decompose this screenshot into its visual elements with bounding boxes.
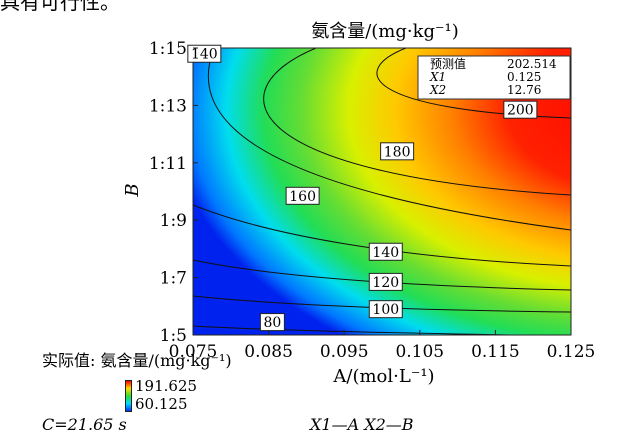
x-tick-label: 0.105 <box>395 342 444 362</box>
y-tick-label: 1:15 <box>149 39 187 59</box>
contour-line-100 <box>193 295 571 313</box>
svg-text:120: 120 <box>372 275 399 291</box>
y-tick-label: 1:7 <box>160 269 187 289</box>
prediction-box: 预测值 202.514 X1 0.125 X2 12.76 <box>417 55 571 100</box>
top-text: 具有可行性。 <box>0 0 120 14</box>
x-tick-label: 0.095 <box>320 342 369 362</box>
contour-label-160: 160 <box>285 186 320 205</box>
legend-color-bar <box>125 380 132 412</box>
svg-text:140: 140 <box>191 47 218 63</box>
y-tick-label: 1:9 <box>160 211 187 231</box>
svg-text:180: 180 <box>384 144 411 160</box>
contour-label-120: 120 <box>368 272 403 291</box>
svg-text:140: 140 <box>372 245 399 261</box>
contour-label-80: 80 <box>259 313 285 332</box>
footer-left: C=21.65 s <box>42 415 127 434</box>
contour-label-140: 140 <box>187 44 222 63</box>
pred-value-0: 202.514 <box>507 57 557 71</box>
x-axis-label: A/(mol·L⁻¹) <box>332 366 434 387</box>
contour-label-100: 100 <box>368 300 403 319</box>
svg-text:160: 160 <box>289 189 316 205</box>
contour-label-180: 180 <box>380 142 415 161</box>
y-axis-label: B <box>122 183 143 197</box>
x-tick-label: 0.125 <box>547 342 596 362</box>
svg-text:100: 100 <box>372 302 399 318</box>
x-tick-label: 0.085 <box>244 342 293 362</box>
contour-line-120 <box>193 259 571 291</box>
contour-line-180 <box>263 48 571 196</box>
pred-value-2: 12.76 <box>507 83 541 97</box>
chart-title: 氨含量/(mg·kg⁻¹) <box>311 21 459 42</box>
legend-min: 60.125 <box>135 395 188 413</box>
y-tick-label: 1:13 <box>149 96 187 116</box>
pred-name-1: X1 <box>429 70 446 84</box>
x-tick-label: 0.075 <box>169 342 218 362</box>
plot-frame <box>192 47 572 336</box>
svg-text:200: 200 <box>507 103 534 119</box>
y-tick-label: 1:11 <box>149 154 187 174</box>
x-tick-label: 0.115 <box>471 342 520 362</box>
pred-name-0: 预测值 <box>430 56 466 71</box>
legend-max: 191.625 <box>135 377 198 395</box>
contour-label-140: 140 <box>368 242 403 261</box>
contour-line-200 <box>376 48 571 119</box>
svg-text:80: 80 <box>263 315 281 331</box>
pred-name-2: X2 <box>429 83 446 97</box>
contour-line-140 <box>193 204 571 267</box>
footer-right: X1—A X2—B <box>310 415 414 434</box>
legend-caption: 实际值: 氨含量/(mg·kg⁻¹) <box>42 351 232 370</box>
pred-value-1: 0.125 <box>507 70 541 84</box>
contour-label-200: 200 <box>503 100 538 119</box>
y-tick-label: 1:5 <box>160 326 187 346</box>
contour-line-160 <box>207 48 571 231</box>
